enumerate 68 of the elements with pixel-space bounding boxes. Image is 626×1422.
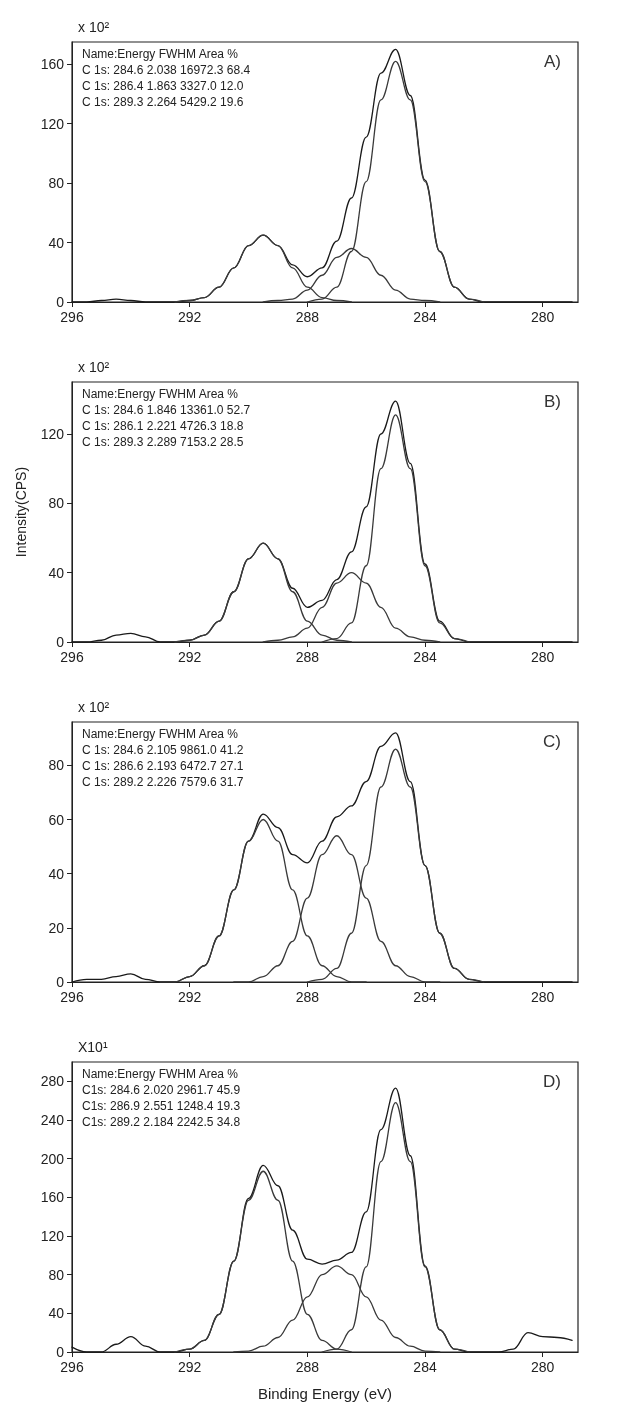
y-axis-title: Intensity(CPS) — [13, 466, 29, 558]
annotation: C1s: 289.2 2.184 2242.5 34.8 — [82, 1115, 241, 1129]
y-tick-label: 40 — [48, 234, 65, 251]
y-tick-label: 80 — [48, 175, 65, 192]
text: x 10² — [78, 699, 110, 715]
x-tick-label: 280 — [531, 989, 555, 1005]
x-tick-label: 280 — [531, 309, 555, 325]
y-tick-label: 40 — [48, 1305, 65, 1322]
x-tick-label: 292 — [177, 1359, 202, 1375]
annotation: C 1s: 286.1 2.221 4726.3 18.8 — [82, 419, 244, 433]
x-tick-label: 284 — [413, 989, 437, 1005]
text: x 10² — [78, 359, 110, 375]
annotation: C1s: 284.6 2.020 2961.7 45.9 — [82, 1083, 241, 1097]
annotation: C 1s: 284.6 2.038 16972.3 68.4 — [82, 63, 251, 77]
text: X10¹ — [78, 1039, 108, 1055]
y-tick-label: 40 — [48, 865, 65, 882]
y-tick-label: 80 — [48, 495, 65, 512]
annotation: Name:Energy FWHM Area % — [82, 47, 239, 61]
x-tick-label: 284 — [413, 649, 437, 665]
annotation: C 1s: 284.6 2.105 9861.0 41.2 — [82, 743, 244, 757]
text: D) — [543, 1072, 562, 1091]
annotation: C 1s: 284.6 1.846 13361.0 52.7 — [82, 403, 251, 417]
annotation: C 1s: 289.3 2.289 7153.2 28.5 — [82, 435, 244, 449]
y-tick-label: 160 — [40, 1189, 65, 1206]
annotation: Name:Energy FWHM Area % — [82, 727, 239, 741]
annotation: C 1s: 289.3 2.264 5429.2 19.6 — [82, 95, 244, 109]
y-tick-label: 20 — [48, 919, 65, 936]
x-tick-label: 292 — [177, 989, 202, 1005]
y-tick-label: 120 — [40, 426, 65, 442]
x-tick-label: 292 — [177, 309, 202, 325]
y-tick-label: 200 — [40, 1150, 65, 1167]
x-tick-label: 296 — [60, 309, 84, 325]
annotation: Name:Energy FWHM Area % — [82, 1067, 239, 1081]
x-tick-label: 296 — [60, 1359, 84, 1375]
y-tick-label: 0 — [56, 634, 65, 650]
annotation: C 1s: 289.2 2.226 7579.6 31.7 — [82, 775, 244, 789]
x-tick-label: 296 — [60, 989, 84, 1005]
x-tick-label: 288 — [295, 1359, 320, 1375]
x-tick-label: 284 — [413, 309, 437, 325]
annotation: C 1s: 286.4 1.863 3327.0 12.0 — [82, 79, 244, 93]
y-tick-label: 80 — [48, 757, 65, 774]
x-tick-label: 288 — [295, 989, 320, 1005]
y-tick-label: 80 — [48, 1266, 65, 1283]
y-tick-label: 280 — [40, 1073, 65, 1090]
x-tick-label: 280 — [531, 1359, 555, 1375]
annotation: Name:Energy FWHM Area % — [82, 387, 239, 401]
x-tick-label: 292 — [177, 649, 202, 665]
y-tick-label: 60 — [48, 811, 65, 828]
x-tick-label: 296 — [60, 649, 84, 665]
y-tick-label: 40 — [48, 564, 65, 581]
y-tick-label: 120 — [40, 115, 65, 132]
x-tick-label: 284 — [413, 1359, 437, 1375]
text: B) — [544, 392, 561, 411]
y-tick-label: 0 — [56, 974, 65, 990]
x-axis-title: Binding Energy (eV) — [257, 1385, 393, 1402]
x-tick-label: 288 — [295, 649, 320, 665]
annotation: C 1s: 286.6 2.193 6472.7 27.1 — [82, 759, 244, 773]
text: C) — [543, 732, 562, 751]
x-tick-label: 280 — [531, 649, 555, 665]
annotation: C1s: 286.9 2.551 1248.4 19.3 — [82, 1099, 241, 1113]
x-tick-label: 288 — [295, 309, 320, 325]
y-tick-label: 240 — [40, 1112, 65, 1128]
y-tick-label: 0 — [56, 294, 65, 310]
text: x 10² — [78, 19, 110, 35]
y-tick-label: 120 — [40, 1228, 65, 1244]
y-tick-label: 0 — [56, 1344, 65, 1360]
text: A) — [544, 52, 561, 71]
y-tick-label: 160 — [40, 56, 65, 73]
